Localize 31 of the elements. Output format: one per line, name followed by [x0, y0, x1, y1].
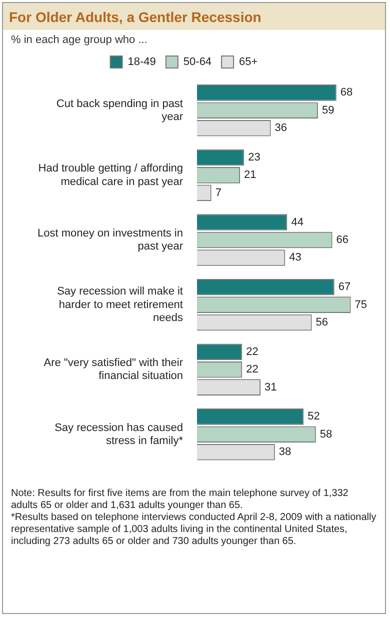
y-tick-label: Had trouble getting / affording medical care in past year — [38, 162, 184, 188]
text: *Results based on telephone interviews conducted April 2-8, 2009 with a nationally representative sample of 1,003 adults living in the continental United States, including 273 adults 65 or older and 730 adults younger than 65. — [11, 512, 377, 548]
data-label: 68 — [340, 86, 353, 99]
data-label: 23 — [248, 152, 260, 164]
y-tick-label: Say recession has caused stress in family* — [54, 422, 184, 448]
legend-label: 65+ — [239, 56, 258, 68]
data-label: 38 — [278, 446, 292, 458]
y-tick-label: Say recession will make it harder to meet retirement needs — [57, 286, 184, 324]
data-label: 52 — [308, 410, 320, 423]
data-label: 43 — [289, 252, 302, 264]
data-label: 75 — [354, 298, 367, 311]
data-label: 7 — [215, 186, 222, 199]
legend-label: 18-49 — [128, 56, 156, 68]
text: Note: Results for first five items are from the main telephone survey of 1,332 adults 65 or older and 1,631 adults younger than 65. — [11, 488, 350, 512]
data-label: 36 — [274, 122, 288, 134]
y-tick-label: Are "very satisfied" with their financial situation — [44, 357, 184, 382]
data-label: 21 — [244, 169, 256, 182]
text: % in each age group who ... — [10, 33, 148, 46]
data-label: 58 — [320, 428, 332, 440]
data-label: 66 — [336, 234, 349, 246]
y-tick-label: Cut back spending in past year — [56, 98, 184, 124]
y-tick-label: Lost money on investments in past year — [37, 227, 184, 253]
data-label: 44 — [291, 216, 304, 228]
data-label: 22 — [246, 346, 258, 358]
data-label: 22 — [246, 364, 258, 376]
chart-title: For Older Adults, a Gentler Recession — [3, 3, 385, 30]
data-label: 31 — [264, 381, 277, 394]
data-label: 56 — [316, 316, 328, 329]
data-label: 67 — [338, 281, 351, 294]
data-label: 59 — [322, 104, 334, 116]
legend-label: 50-64 — [183, 56, 212, 68]
